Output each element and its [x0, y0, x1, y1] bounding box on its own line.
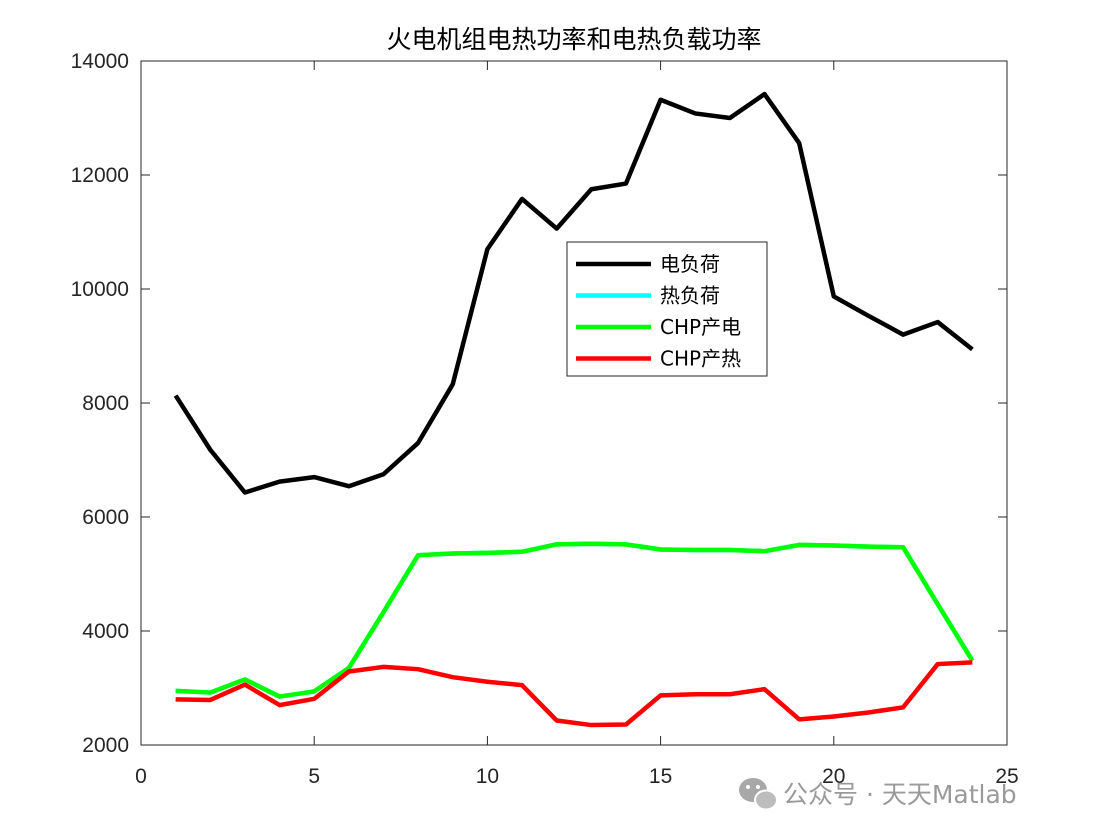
y-tick-label: 12000: [71, 164, 129, 187]
legend-label: 热负荷: [660, 284, 720, 308]
y-tick-label: 4000: [82, 620, 129, 643]
watermark-text: 公众号 · 天天Matlab: [783, 780, 1017, 809]
x-tick-label: 5: [308, 765, 320, 788]
series-line-0: [173, 91, 974, 495]
legend-label: CHP产热: [660, 347, 741, 371]
x-tick-label: 20: [822, 765, 845, 788]
x-tick-label: 0: [135, 765, 147, 788]
x-tick-label: 15: [649, 765, 672, 788]
y-tick-label: 10000: [71, 278, 129, 301]
x-tick-label: 10: [476, 765, 499, 788]
series-lines: [173, 91, 975, 728]
legend-label: CHP产电: [660, 315, 741, 339]
legend-label: 电负荷: [660, 252, 720, 276]
plot-area: [140, 60, 1008, 746]
y-tick-label: 14000: [71, 50, 129, 73]
wechat-icon: [739, 778, 778, 811]
y-tick-label: 2000: [82, 734, 129, 757]
axis-ticks: 0 5 10 15 20 25 2000 4000 6000 8000 10000 12000 1400…: [71, 50, 1019, 788]
series-line-3: [175, 660, 973, 728]
series-line-2: [175, 541, 975, 699]
watermark: 公众号 · 天天Matlab: [739, 778, 1017, 811]
y-tick-label: 6000: [82, 506, 129, 529]
x-tick-label: 25: [995, 765, 1018, 788]
y-tick-label: 8000: [82, 392, 129, 415]
chart-title: 火电机组电热功率和电热负载功率: [386, 25, 761, 54]
